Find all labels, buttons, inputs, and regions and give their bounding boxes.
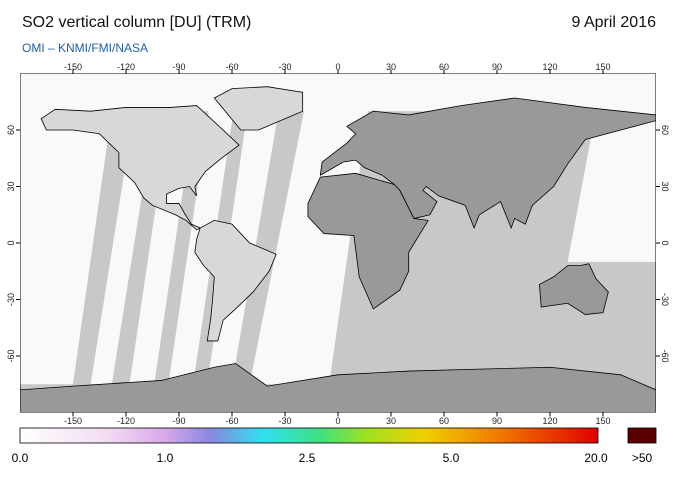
continent xyxy=(539,264,608,315)
lon-tick-label: 30 xyxy=(386,416,396,426)
map xyxy=(20,73,656,413)
colorbar-label: 0.0 xyxy=(12,451,29,465)
lon-tick-label: 60 xyxy=(439,416,449,426)
lon-tick-label: -90 xyxy=(172,416,185,426)
lon-tick-label: -30 xyxy=(278,62,291,72)
lon-tick-label: -90 xyxy=(172,62,185,72)
lon-tick-label: 120 xyxy=(542,416,557,426)
lon-tick-label: 90 xyxy=(492,416,502,426)
continent xyxy=(320,98,656,228)
lon-tick-label: 150 xyxy=(595,62,610,72)
swath xyxy=(20,73,118,385)
continent xyxy=(41,106,239,230)
lat-tick-label: 0 xyxy=(6,240,16,245)
colorbar-label: 2.5 xyxy=(299,451,316,465)
lon-tick-label: 30 xyxy=(386,62,396,72)
lon-tick-label: -120 xyxy=(117,416,135,426)
lon-tick-label: 90 xyxy=(492,62,502,72)
lon-tick-label: -120 xyxy=(117,62,135,72)
title: SO2 vertical column [DU] (TRM) xyxy=(22,14,251,31)
credit: OMI – KNMI/FMI/NASA xyxy=(22,41,148,55)
lat-tick-label: 0 xyxy=(660,240,670,245)
colorbar-label: 1.0 xyxy=(157,451,174,465)
lat-tick-label: 60 xyxy=(6,125,16,135)
lat-tick-label: -30 xyxy=(6,293,16,306)
continent xyxy=(308,173,428,309)
lat-tick-label: 60 xyxy=(660,125,670,135)
lon-tick-label: -150 xyxy=(64,62,82,72)
lon-tick-label: -60 xyxy=(225,416,238,426)
continent xyxy=(20,364,656,413)
colorbar xyxy=(19,427,599,444)
lon-tick-label: -30 xyxy=(278,416,291,426)
lat-tick-label: -60 xyxy=(6,349,16,362)
lon-tick-label: 60 xyxy=(439,62,449,72)
map-layer xyxy=(20,73,656,413)
continent xyxy=(195,220,276,341)
lat-tick-label: 30 xyxy=(660,181,670,191)
colorbar-label: >50 xyxy=(632,451,653,465)
colorbar-label: 20.0 xyxy=(584,451,608,465)
lon-tick-label: 0 xyxy=(335,62,340,72)
lat-tick-label: -60 xyxy=(660,349,670,362)
lon-tick-label: 150 xyxy=(595,416,610,426)
colorbar-overflow xyxy=(627,427,657,444)
continent xyxy=(214,87,302,130)
lon-tick-label: -150 xyxy=(64,416,82,426)
date: 9 April 2016 xyxy=(571,14,656,31)
lon-tick-label: 120 xyxy=(542,62,557,72)
lon-tick-label: 0 xyxy=(335,416,340,426)
colorbar-label: 5.0 xyxy=(443,451,460,465)
lon-tick-label: -60 xyxy=(225,62,238,72)
lat-tick-label: 30 xyxy=(6,181,16,191)
lat-tick-label: -30 xyxy=(660,293,670,306)
